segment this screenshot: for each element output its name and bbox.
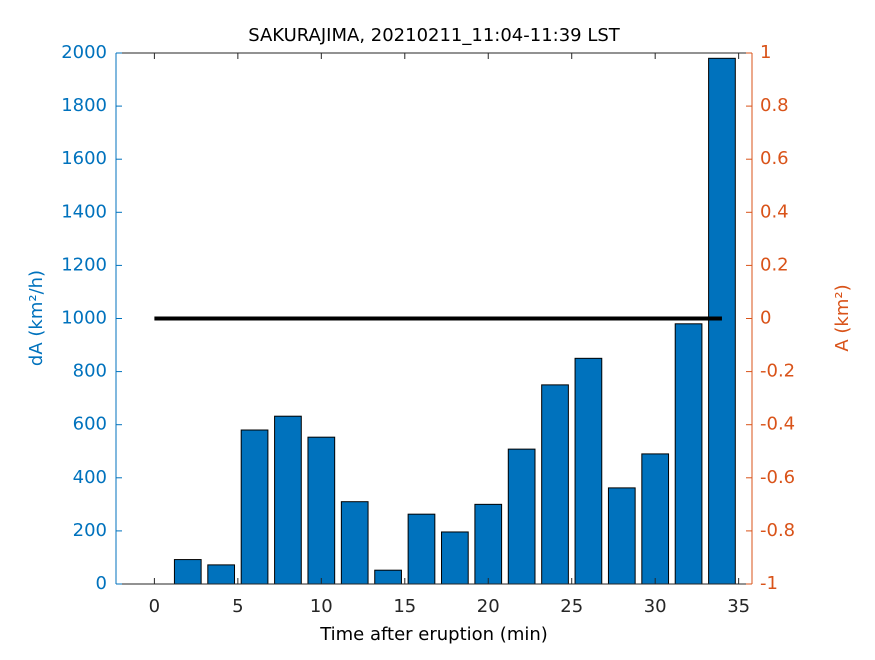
y2-axis-label: A (km²) [832, 284, 853, 351]
x-tick-label: 20 [477, 596, 500, 617]
y-tick-label: 600 [73, 414, 107, 435]
bar [507, 448, 536, 585]
y-axis-label: dA (km²/h) [26, 270, 47, 366]
y-tick-label: 1200 [61, 254, 107, 275]
bar [674, 323, 703, 585]
x-tick-label: 15 [393, 596, 416, 617]
y2-tick-label: 1 [760, 42, 771, 63]
x-tick-label: 5 [232, 596, 243, 617]
y-tick-label: 1800 [61, 95, 107, 116]
bar [574, 357, 603, 585]
y2-tick-label: -0.4 [760, 414, 795, 435]
y-tick-label: 1000 [61, 308, 107, 329]
y2-tick-label: -0.8 [760, 520, 795, 541]
y-tick-label: 1400 [61, 201, 107, 222]
chart-title: SAKURAJIMA, 20210211_11:04-11:39 LST [248, 25, 621, 46]
bar [641, 453, 670, 585]
x-tick-label: 25 [560, 596, 583, 617]
y2-tick-label: -0.6 [760, 467, 795, 488]
y2-tick-label: -1 [760, 573, 778, 594]
bar [274, 415, 302, 585]
y-tick-label: 200 [73, 520, 107, 541]
bar [474, 503, 503, 585]
x-tick-label: 30 [644, 596, 667, 617]
bar [441, 531, 469, 585]
y-tick-label: 400 [73, 467, 107, 488]
y-tick-label: 2000 [61, 42, 107, 63]
bar [374, 569, 402, 585]
y-tick-label: 800 [73, 361, 107, 382]
x-axis-label: Time after eruption (min) [319, 624, 548, 645]
y-tick-label: 1600 [61, 148, 107, 169]
y2-tick-label: 0.2 [760, 254, 789, 275]
bar [307, 436, 336, 585]
x-tick-label: 0 [149, 596, 160, 617]
y2-tick-label: -0.2 [760, 361, 795, 382]
bar [541, 384, 569, 585]
bar [407, 513, 436, 585]
y2-tick-label: 0 [760, 308, 771, 329]
bar [340, 501, 369, 585]
bar [240, 429, 269, 585]
bar [607, 487, 636, 585]
x-tick-label: 35 [727, 596, 750, 617]
y-tick-label: 0 [96, 573, 107, 594]
y2-tick-label: 0.4 [760, 201, 789, 222]
y2-tick-label: 0.6 [760, 148, 789, 169]
bar [173, 559, 202, 585]
x-tick-label: 10 [310, 596, 333, 617]
bar [708, 57, 736, 585]
y2-tick-label: 0.8 [760, 95, 789, 116]
bar [207, 564, 236, 585]
